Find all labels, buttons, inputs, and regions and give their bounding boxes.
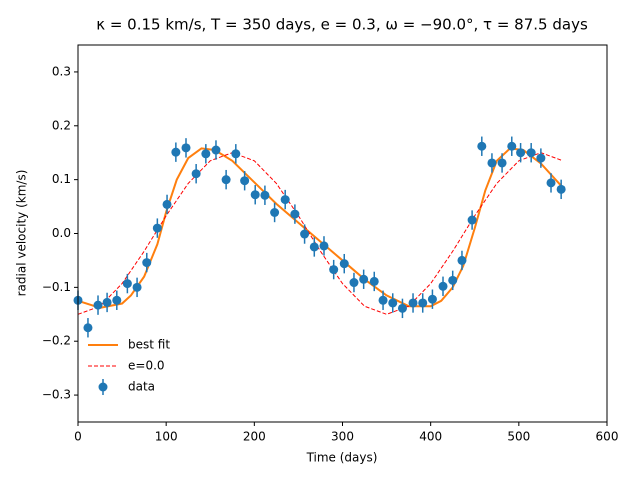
data-point: [260, 190, 270, 200]
data-point: [240, 176, 250, 186]
legend-label: best fit: [128, 338, 170, 352]
line: [77, 147, 564, 309]
data-point: [102, 297, 112, 307]
data-point: [309, 242, 319, 252]
data-point: [556, 184, 566, 194]
plot-frame: [77, 44, 608, 423]
data-point: [418, 298, 428, 308]
x-tick-label: 600: [596, 430, 619, 444]
x-tick-label: 0: [74, 430, 82, 444]
legend-swatch: [98, 382, 108, 392]
data-point: [467, 215, 477, 225]
data-point: [290, 209, 300, 219]
data-point: [93, 300, 103, 310]
data-point: [497, 158, 507, 168]
data-point: [171, 147, 181, 157]
data-point: [221, 175, 231, 185]
x-tick-label: 100: [155, 430, 178, 444]
data-point: [191, 169, 201, 179]
data-point: [112, 295, 122, 305]
y-axis-label: radial velocity (km/s): [15, 170, 29, 297]
data-point: [250, 190, 260, 200]
data-point: [83, 323, 93, 333]
data-point: [487, 158, 497, 168]
y-tick-label: 0.3: [52, 64, 71, 78]
data-point: [339, 259, 349, 269]
y-tick-label: 0.1: [52, 172, 71, 186]
data-point: [122, 279, 132, 289]
y-tick-label: −0.1: [42, 280, 71, 294]
data-point: [448, 275, 458, 285]
data-point: [546, 178, 556, 188]
data-point: [397, 303, 407, 313]
data-point: [201, 149, 211, 159]
data-point: [280, 195, 290, 205]
data-point: [211, 145, 221, 155]
data-point: [457, 255, 467, 265]
data-point: [181, 143, 191, 153]
data-point: [152, 223, 162, 233]
data-point: [477, 141, 487, 151]
data-point: [270, 207, 280, 217]
y-tick-label: −0.2: [42, 334, 71, 348]
data-point: [329, 265, 339, 275]
y-tick-label: −0.3: [42, 388, 71, 402]
x-tick-label: 300: [331, 430, 354, 444]
data-point: [359, 274, 369, 284]
data-point: [132, 282, 142, 292]
data-point: [319, 241, 329, 251]
data-point: [507, 141, 517, 151]
data-point: [300, 229, 310, 239]
legend-label: e=0.0: [128, 359, 165, 373]
data-point: [369, 276, 379, 286]
x-axis-label: Time (days): [306, 451, 378, 465]
data-point: [349, 278, 359, 288]
y-tick-label: 0.0: [52, 226, 71, 240]
data-point: [516, 148, 526, 158]
data-point: [388, 298, 398, 308]
data-point: [142, 258, 152, 268]
data-point: [162, 199, 172, 209]
x-tick-label: 500: [507, 430, 530, 444]
x-tick-label: 200: [243, 430, 266, 444]
data-point: [408, 298, 418, 308]
data-point: [526, 148, 536, 158]
data-point: [438, 281, 448, 291]
data-point: [378, 295, 388, 305]
legend-label: data: [128, 380, 155, 394]
chart-title: κ = 0.15 km/s, T = 350 days, e = 0.3, ω …: [96, 16, 588, 34]
y-tick-label: 0.2: [52, 118, 71, 132]
data-point: [427, 294, 437, 304]
x-tick-label: 400: [419, 430, 442, 444]
data-point: [536, 153, 546, 163]
data-point: [231, 149, 241, 159]
